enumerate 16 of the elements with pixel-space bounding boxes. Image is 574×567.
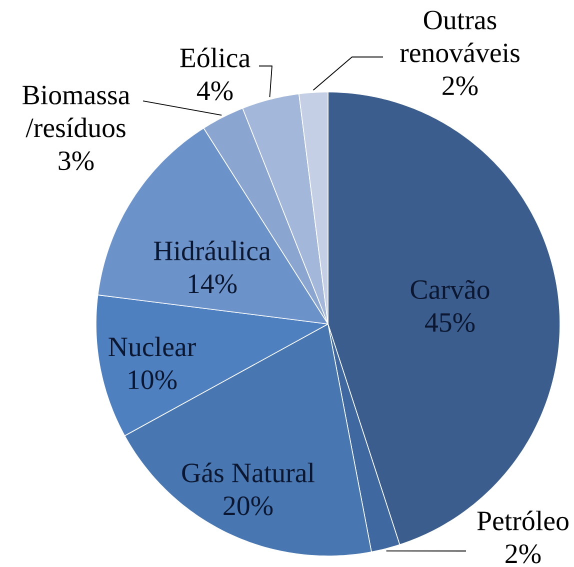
data-label: 14% bbox=[188, 274, 237, 294]
slice-label: Outras renováveis bbox=[400, 10, 520, 62]
data-label: 2% bbox=[442, 76, 478, 96]
slice-label: Nuclear bbox=[108, 336, 196, 356]
slice-label: Carvão bbox=[410, 280, 490, 300]
slice-label: Eólica bbox=[180, 48, 250, 68]
slice-label: Gás Natural bbox=[182, 462, 314, 482]
slice-label: Hidráulica bbox=[154, 240, 270, 260]
data-label: 3% bbox=[58, 151, 94, 170]
data-label: 4% bbox=[196, 81, 233, 100]
data-label: 10% bbox=[128, 370, 177, 390]
data-label: 45% bbox=[424, 313, 475, 332]
slice-label: Petróleo bbox=[477, 510, 568, 530]
data-label: 20% bbox=[224, 496, 273, 516]
slice-label: Biomassa /resíduos bbox=[22, 86, 130, 138]
data-label: 2% bbox=[506, 544, 541, 564]
